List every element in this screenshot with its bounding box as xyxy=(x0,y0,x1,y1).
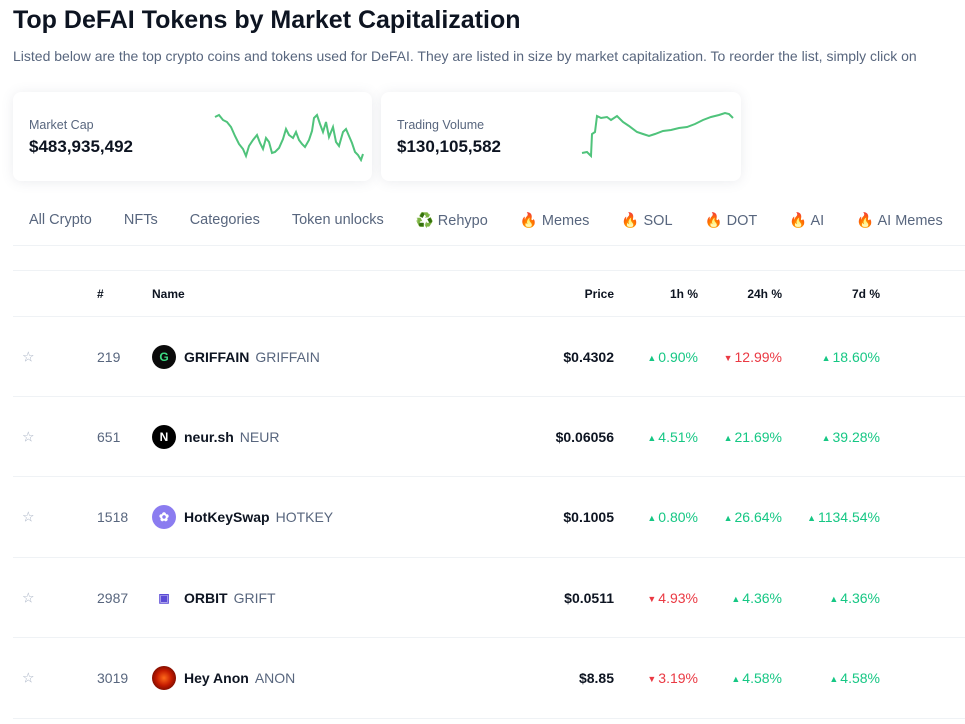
coin-symbol: HOTKEY xyxy=(275,509,334,526)
coin-symbol: GRIFFAIN xyxy=(255,348,320,365)
table-row[interactable]: ☆ 2987 ▣ ORBIT GRIFT $0.0511 ▼ 4.93% ▲ 4.36% ▲… xyxy=(13,558,965,639)
caret-up-icon: ▲ xyxy=(821,352,831,363)
coin-logo-icon: G xyxy=(152,344,176,369)
tab-memes[interactable]: 🔥 Memes xyxy=(519,213,590,229)
coin-name-link[interactable]: neur.sh NEUR xyxy=(184,428,280,445)
tab-sol[interactable]: 🔥 SOL xyxy=(621,213,673,229)
rank: 2987 xyxy=(97,589,129,606)
caret-down-icon: ▼ xyxy=(647,593,657,604)
change-h24: ▲ 4.36% xyxy=(731,589,782,606)
divider xyxy=(13,316,965,317)
tab-all-crypto[interactable]: All Crypto xyxy=(29,212,92,228)
caret-up-icon: ▲ xyxy=(829,674,839,685)
trading-volume-sparkline xyxy=(581,111,734,159)
tab-categories[interactable]: Categories xyxy=(189,212,260,228)
page-title: Top DeFAI Tokens by Market Capitalizatio… xyxy=(13,6,521,34)
caret-up-icon: ▲ xyxy=(821,432,831,443)
coin-name-link[interactable]: HotKeySwap HOTKEY xyxy=(184,509,334,526)
table-row[interactable]: ☆ 219 G GRIFFAIN GRIFFAIN $0.4302 ▲ 0.90% ▼ 1… xyxy=(13,317,965,397)
change-h24: ▲ 21.69% xyxy=(723,428,782,445)
change-h1: ▲ 4.51% xyxy=(647,428,698,445)
caret-up-icon: ▲ xyxy=(731,593,741,604)
page-subtitle: Listed below are the top crypto coins an… xyxy=(13,48,917,64)
header-24h[interactable]: 24h % xyxy=(747,287,782,301)
market-cap-card[interactable]: Market Cap $483,935,492 xyxy=(13,92,372,181)
divider xyxy=(13,245,965,246)
caret-down-icon: ▼ xyxy=(723,352,733,363)
coin-symbol: GRIFT xyxy=(233,589,276,606)
change-d7: ▲ 4.58% xyxy=(829,670,880,687)
star-icon[interactable]: ☆ xyxy=(22,669,35,686)
change-d7: ▲ 18.60% xyxy=(821,348,880,365)
tab-rehypo[interactable]: ♻️ Rehypo xyxy=(415,213,488,229)
tab-nfts[interactable]: NFTs xyxy=(123,212,158,228)
caret-up-icon: ▲ xyxy=(647,432,657,443)
rank: 1518 xyxy=(97,509,129,526)
trading-volume-label: Trading Volume xyxy=(397,118,485,132)
market-cap-sparkline xyxy=(214,113,364,162)
price: $8.85 xyxy=(578,670,614,687)
star-icon[interactable]: ☆ xyxy=(22,428,35,445)
tab-token-unlocks[interactable]: Token unlocks xyxy=(291,212,384,228)
change-h1: ▲ 0.80% xyxy=(647,509,698,526)
caret-up-icon: ▲ xyxy=(647,352,657,363)
coin-logo-icon xyxy=(152,666,176,691)
coin-logo-icon: ✿ xyxy=(152,505,176,530)
header-price[interactable]: Price xyxy=(584,287,614,301)
trading-volume-value: $130,105,582 xyxy=(397,137,501,156)
header-rank[interactable]: # xyxy=(97,287,104,301)
coin-logo-icon: ▣ xyxy=(158,590,170,605)
rank: 219 xyxy=(97,348,121,365)
market-cap-value: $483,935,492 xyxy=(29,137,133,156)
tab-dot[interactable]: 🔥 DOT xyxy=(704,213,758,229)
caret-down-icon: ▼ xyxy=(647,674,657,685)
rank: 651 xyxy=(97,428,121,445)
tab-ai-memes[interactable]: 🔥 AI Memes xyxy=(856,213,943,229)
price: $0.0511 xyxy=(564,589,614,606)
star-icon[interactable]: ☆ xyxy=(22,589,35,606)
table-row[interactable]: ☆ 3019 Hey Anon ANON $8.85 ▼ 3.19% ▲ 4.58% ▲ 4.… xyxy=(13,639,965,719)
change-h1: ▼ 3.19% xyxy=(647,670,698,687)
market-cap-label: Market Cap xyxy=(29,118,94,132)
header-7d[interactable]: 7d % xyxy=(851,287,880,301)
coin-name-link[interactable]: GRIFFAIN GRIFFAIN xyxy=(184,348,320,365)
coin-symbol: NEUR xyxy=(239,428,280,445)
table-row[interactable]: ☆ 651 N neur.sh NEUR $0.06056 ▲ 4.51% ▲ 21.69… xyxy=(13,397,965,478)
rank: 3019 xyxy=(97,670,129,687)
header-name[interactable]: Name xyxy=(152,287,185,301)
coin-name-link[interactable]: ORBIT GRIFT xyxy=(184,589,276,606)
change-d7: ▲ 4.36% xyxy=(829,589,880,606)
price: $0.4302 xyxy=(563,348,614,365)
change-d7: ▲ 39.28% xyxy=(821,428,880,445)
category-tabs: All Crypto NFTs Categories Token unlocks… xyxy=(13,212,959,229)
coin-symbol: ANON xyxy=(254,670,296,687)
change-d7: ▲ 1134.54% xyxy=(807,509,880,526)
trading-volume-card[interactable]: Trading Volume $130,105,582 xyxy=(381,92,741,181)
change-h1: ▲ 0.90% xyxy=(647,348,698,365)
change-h1: ▼ 4.93% xyxy=(647,589,698,606)
change-h24: ▼ 12.99% xyxy=(723,348,782,365)
divider xyxy=(13,270,965,271)
table-row[interactable]: ☆ 1518 ✿ HotKeySwap HOTKEY $0.1005 ▲ 0.80% ▲… xyxy=(13,478,965,558)
star-icon[interactable]: ☆ xyxy=(22,348,35,364)
coin-name-link[interactable]: Hey Anon ANON xyxy=(184,670,296,687)
caret-up-icon: ▲ xyxy=(647,513,657,524)
caret-up-icon: ▲ xyxy=(807,513,816,524)
change-h24: ▲ 4.58% xyxy=(731,670,782,687)
caret-up-icon: ▲ xyxy=(731,674,741,685)
tab-ai[interactable]: 🔥 AI xyxy=(789,213,825,229)
star-icon[interactable]: ☆ xyxy=(22,508,35,525)
caret-up-icon: ▲ xyxy=(723,513,733,524)
change-h24: ▲ 26.64% xyxy=(723,509,782,526)
coin-logo-icon: N xyxy=(152,424,176,449)
price: $0.06056 xyxy=(555,428,614,445)
price: $0.1005 xyxy=(563,509,614,526)
caret-up-icon: ▲ xyxy=(829,593,839,604)
caret-up-icon: ▲ xyxy=(723,432,733,443)
header-1h[interactable]: 1h % xyxy=(669,287,698,301)
